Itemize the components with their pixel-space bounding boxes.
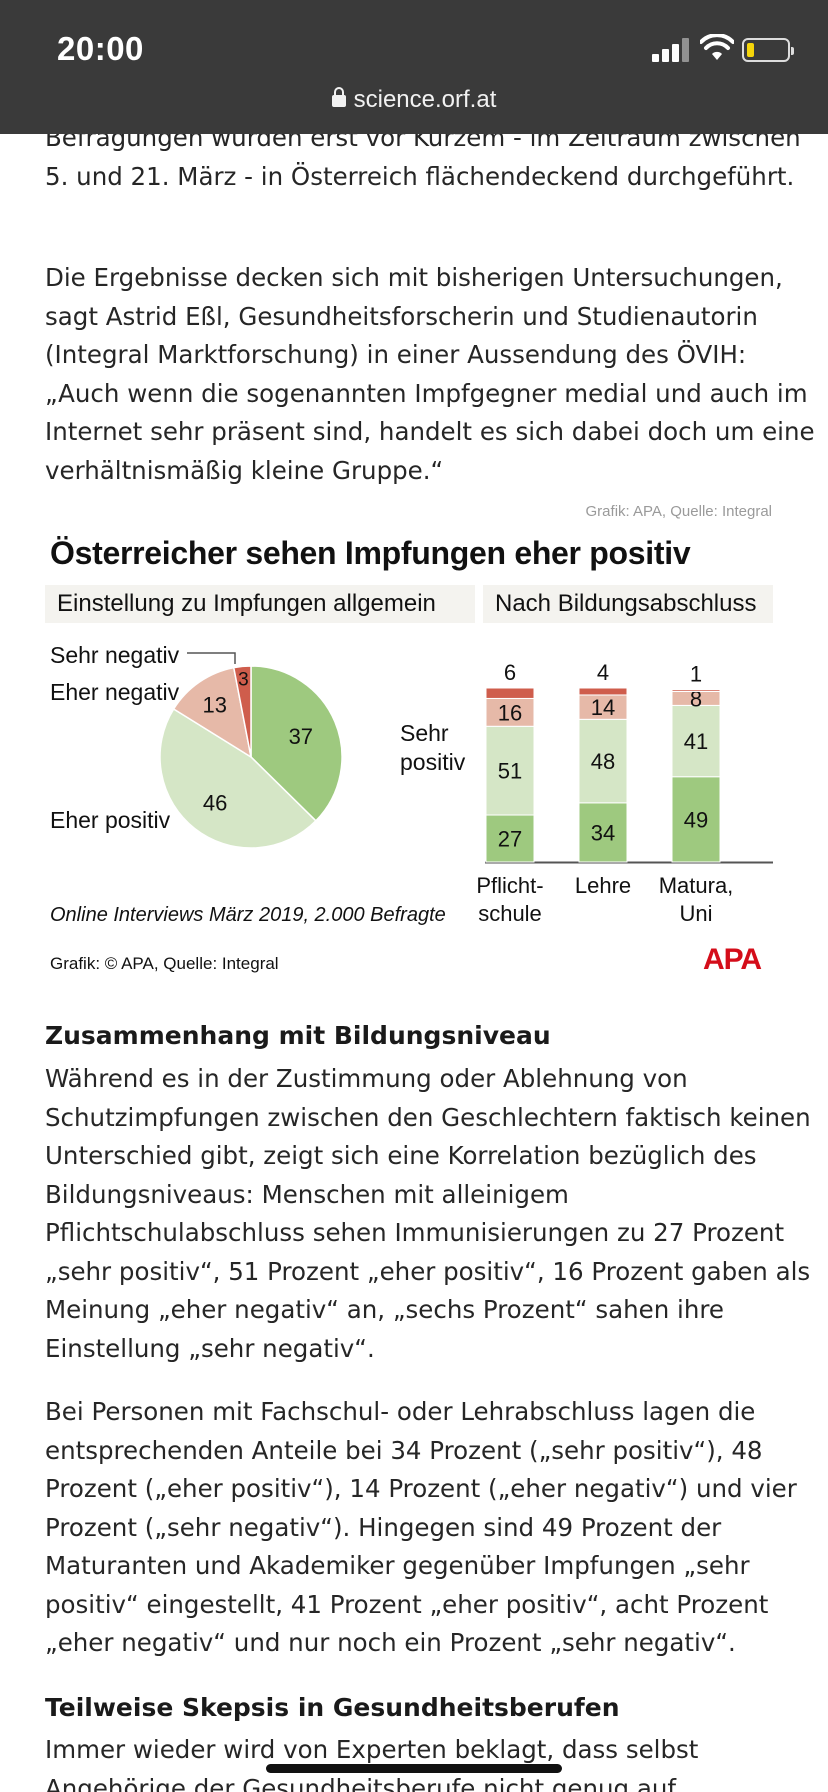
bar-value-pflichtschule-eher-positiv: 51: [498, 759, 522, 784]
graphic-credit: Grafik: © APA, Quelle: Integral: [50, 954, 279, 973]
bar-matura-uni-sehr-positiv: [671, 776, 721, 863]
lock-icon: [331, 87, 346, 107]
label-sehr-positiv-line2: positiv: [400, 749, 466, 775]
home-indicator[interactable]: [266, 1764, 562, 1773]
status-time: 20:00: [57, 30, 144, 67]
cellular-signal-icon: [652, 38, 692, 62]
paragraph-health: Immer wieder wird von Experten beklagt, …: [45, 1735, 699, 1792]
bar-value-lehre-sehr-positiv: 34: [591, 820, 615, 845]
browser-top-bar: 20:00 science.orf.at: [0, 0, 828, 134]
bar-matura-uni-sehr-negativ: [671, 689, 721, 692]
paragraph-vocational: Bei Personen mit Fachschul- oder Lehrabs…: [45, 1397, 797, 1657]
bar-category-label: Lehre: [575, 873, 631, 898]
sehr-negativ-leader-line: [187, 652, 236, 664]
bar-value-lehre-eher-positiv: 48: [591, 749, 615, 774]
subtitle-overall: Einstellung zu Impfungen allgemein: [45, 585, 475, 623]
bar-value-pflichtschule-sehr-positiv: 27: [498, 827, 522, 852]
bar-category-label: Uni: [679, 901, 712, 926]
bar-value-lehre-eher-negativ: 14: [591, 695, 615, 720]
bar-value-matura-uni-sehr-negativ: 1: [690, 662, 702, 687]
url-text: science.orf.at: [353, 86, 497, 113]
pie-slice-sehr-negativ: [232, 665, 252, 758]
bar-value-pflichtschule-sehr-negativ: 6: [504, 660, 516, 685]
bar-category-label: schule: [478, 901, 542, 926]
chart-canvas: 37 46 13 3 27 51 16 6 Pflicht-schule 34 48 14 4 Lehre…: [159, 652, 773, 926]
label-sehr-negativ: Sehr negativ: [50, 642, 180, 668]
paragraph-results: Die Ergebnisse decken sich mit bisherige…: [45, 263, 815, 485]
label-eher-positiv: Eher positiv: [50, 807, 171, 833]
bar-value-lehre-sehr-negativ: 4: [597, 660, 609, 685]
pie-slice-eher-positiv: [159, 707, 317, 849]
bar-pflichtschule-sehr-negativ: [485, 687, 535, 699]
label-sehr-positiv-line1: Sehr: [400, 720, 449, 746]
bar-lehre-sehr-positiv: [578, 802, 628, 863]
heading-health: Teilweise Skepsis in Gesundheitsberufen: [45, 1693, 620, 1722]
bar-value-matura-uni-eher-positiv: 41: [684, 729, 708, 754]
wifi-icon: [700, 34, 734, 60]
bar-category-label: Pflicht-: [476, 873, 543, 898]
pie-value-sehr-negativ: 3: [238, 669, 249, 690]
apa-logo: APA: [695, 942, 769, 974]
pie-value-eher-negativ: 13: [202, 692, 226, 717]
label-eher-negativ: Eher negativ: [50, 679, 180, 705]
svg-text:APA: APA: [703, 943, 761, 974]
graphic-title: Österreicher sehen Impfungen eher positi…: [50, 535, 691, 571]
paragraph-education: Während es in der Zustimmung oder Ablehn…: [45, 1064, 811, 1363]
bar-category-label: Matura,: [659, 873, 734, 898]
bar-value-pflichtschule-eher-negativ: 16: [498, 700, 522, 725]
infographic: Österreicher sehen Impfungen eher positi…: [45, 527, 780, 987]
pie-value-sehr-positiv: 37: [289, 724, 313, 749]
bar-lehre-sehr-negativ: [578, 687, 628, 696]
pie-slice-sehr-positiv: [250, 665, 343, 822]
survey-note: Online Interviews März 2019, 2.000 Befra…: [50, 904, 446, 926]
pie-value-eher-positiv: 46: [203, 791, 227, 816]
bar-value-matura-uni-eher-negativ: 8: [690, 686, 702, 711]
bar-matura-uni-eher-positiv: [671, 704, 721, 778]
bar-lehre-eher-positiv: [578, 718, 628, 804]
bar-value-matura-uni-sehr-positiv: 49: [684, 807, 708, 832]
subtitle-education: Nach Bildungsabschluss: [483, 585, 773, 623]
battery-icon: [742, 38, 794, 62]
url-bar[interactable]: science.orf.at: [0, 86, 828, 114]
heading-education: Zusammenhang mit Bildungsniveau: [45, 1021, 551, 1050]
pie-slice-eher-negativ: [172, 666, 253, 759]
bar-pflichtschule-eher-positiv: [485, 725, 535, 816]
graphic-credit-top: Grafik: APA, Quelle: Integral: [585, 503, 772, 520]
